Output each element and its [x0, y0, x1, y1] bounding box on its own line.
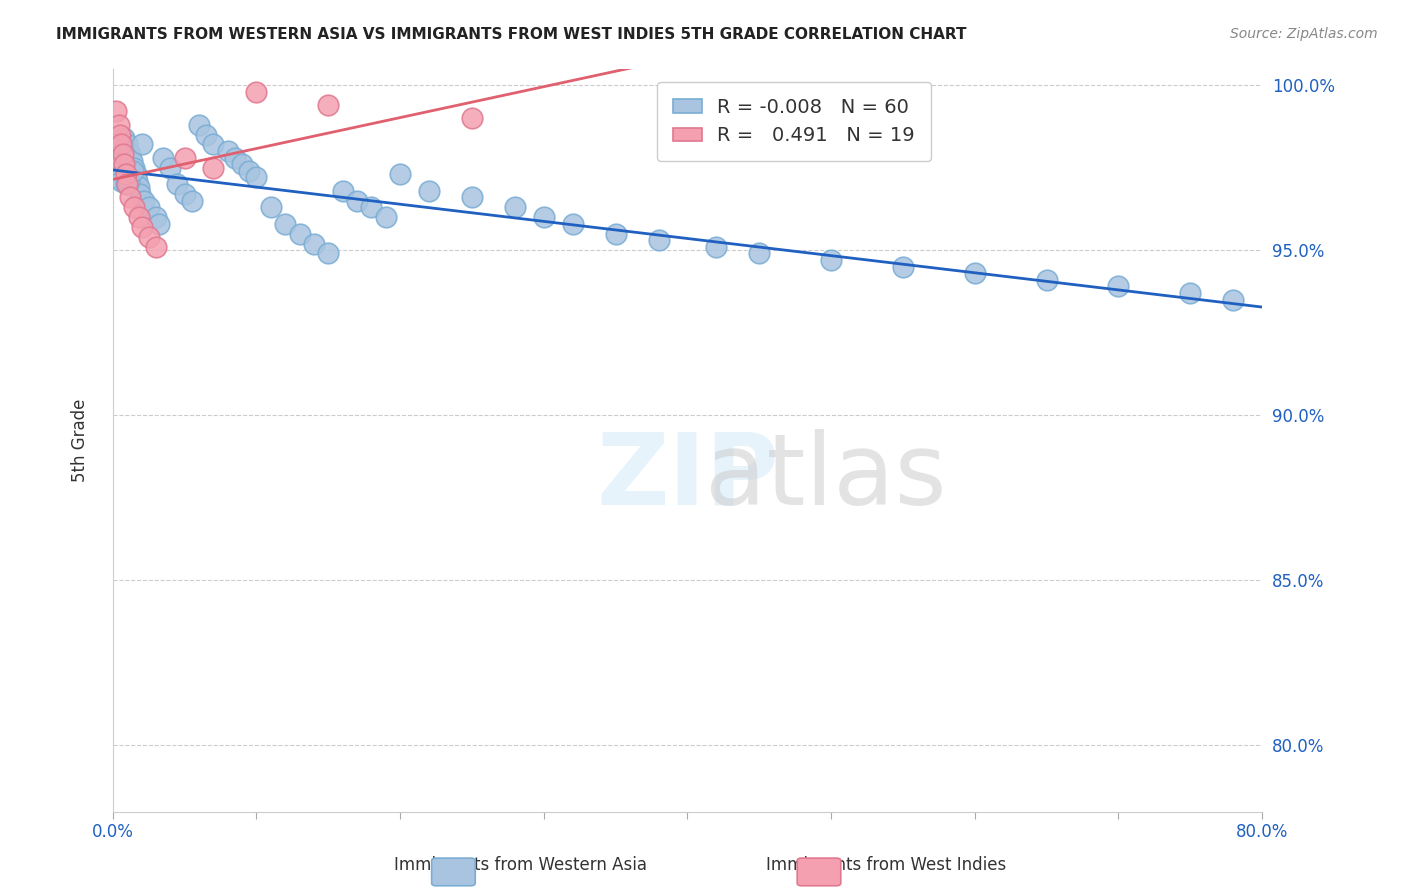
Point	[288, 227, 311, 241]
Point	[129, 186, 152, 201]
Point	[180, 194, 202, 208]
Point	[648, 233, 671, 247]
Point	[131, 220, 153, 235]
Point	[374, 210, 396, 224]
Point	[389, 167, 412, 181]
Point	[145, 210, 167, 224]
Point	[115, 177, 138, 191]
Point	[105, 170, 128, 185]
Point	[318, 98, 340, 112]
Point	[111, 147, 134, 161]
Point	[131, 137, 153, 152]
Point	[114, 177, 136, 191]
Point	[114, 167, 136, 181]
Point	[173, 151, 195, 165]
Point	[346, 194, 368, 208]
Point	[605, 227, 627, 241]
Point	[107, 118, 129, 132]
Point	[461, 190, 484, 204]
Point	[1035, 273, 1057, 287]
Point	[124, 200, 146, 214]
Point	[159, 161, 181, 175]
Text: Immigrants from West Indies: Immigrants from West Indies	[766, 856, 1005, 874]
Point	[1222, 293, 1244, 307]
Point	[121, 153, 143, 168]
Text: IMMIGRANTS FROM WESTERN ASIA VS IMMIGRANTS FROM WEST INDIES 5TH GRADE CORRELATIO: IMMIGRANTS FROM WESTERN ASIA VS IMMIGRAN…	[56, 27, 967, 42]
Point	[418, 184, 440, 198]
Point	[891, 260, 914, 274]
Point	[122, 164, 145, 178]
Text: atlas: atlas	[704, 429, 946, 525]
Point	[166, 177, 188, 191]
Point	[245, 170, 267, 185]
Point	[195, 128, 218, 142]
Point	[118, 174, 141, 188]
Point	[104, 104, 127, 119]
Point	[110, 174, 132, 188]
Point	[224, 151, 246, 165]
Point	[148, 217, 170, 231]
Point	[112, 157, 135, 171]
Point	[245, 85, 267, 99]
Point	[302, 236, 325, 251]
Point	[138, 200, 160, 214]
Point	[748, 246, 770, 260]
Point	[503, 200, 526, 214]
Point	[202, 161, 225, 175]
Point	[202, 137, 225, 152]
Text: Source: ZipAtlas.com: Source: ZipAtlas.com	[1230, 27, 1378, 41]
Point	[963, 266, 986, 280]
Point	[128, 180, 150, 194]
Point	[332, 184, 354, 198]
Point	[231, 157, 253, 171]
Point	[112, 131, 135, 145]
Point	[704, 240, 727, 254]
Point	[108, 128, 131, 142]
Point	[461, 111, 484, 125]
Point	[125, 167, 148, 181]
Point	[127, 174, 149, 188]
Point	[217, 144, 239, 158]
Point	[561, 217, 583, 231]
Point	[360, 200, 382, 214]
Point	[120, 147, 142, 161]
Point	[820, 253, 842, 268]
Y-axis label: 5th Grade: 5th Grade	[72, 399, 89, 482]
Point	[120, 190, 142, 204]
Point	[173, 186, 195, 201]
Point	[111, 144, 134, 158]
Point	[110, 137, 132, 152]
Point	[138, 230, 160, 244]
Point	[108, 153, 131, 168]
Text: Immigrants from Western Asia: Immigrants from Western Asia	[394, 856, 647, 874]
Point	[188, 118, 211, 132]
Point	[115, 137, 138, 152]
Point	[274, 217, 297, 231]
Point	[1180, 286, 1202, 301]
Point	[134, 194, 156, 208]
Point	[152, 151, 174, 165]
Point	[533, 210, 555, 224]
Point	[124, 161, 146, 175]
Point	[1107, 279, 1129, 293]
Point	[260, 200, 283, 214]
Text: ZIP: ZIP	[596, 429, 779, 525]
Point	[128, 210, 150, 224]
Point	[238, 164, 260, 178]
Point	[318, 246, 340, 260]
Point	[145, 240, 167, 254]
Legend: R = -0.008   N = 60, R =   0.491   N = 19: R = -0.008 N = 60, R = 0.491 N = 19	[657, 82, 931, 161]
